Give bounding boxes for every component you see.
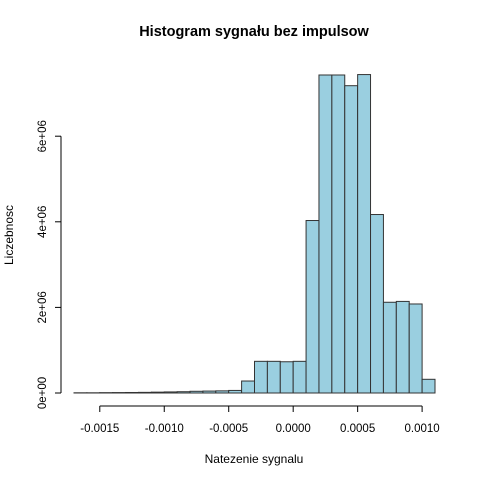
- y-tick-label: 2e+06: [37, 291, 49, 323]
- histogram-bar: [292, 360, 307, 394]
- histogram-bar: [241, 380, 256, 394]
- x-axis-label: Natezenie sygnalu: [205, 452, 304, 466]
- histogram-bar: [357, 74, 372, 394]
- histogram-bar: [408, 303, 423, 394]
- histogram-bar: [421, 378, 436, 394]
- y-axis: 0e+00 2e+06 4e+06 6e+06: [37, 120, 62, 409]
- y-axis-label: Liczebnosc: [2, 205, 16, 265]
- x-tick-label: 0.0005: [340, 423, 375, 435]
- histogram-bar: [344, 85, 359, 394]
- histogram-bar: [150, 391, 165, 394]
- histogram-bar: [228, 389, 243, 394]
- histogram-bar: [176, 391, 191, 394]
- x-tick-label: 0.0000: [276, 423, 311, 435]
- x-tick-label: -0.0010: [145, 423, 184, 435]
- chart-title: Histogram sygnału bez impulsow: [139, 24, 369, 40]
- histogram-bar: [279, 361, 294, 394]
- histogram-bar: [215, 390, 230, 394]
- histogram-bar: [137, 391, 152, 394]
- histogram-bar: [382, 301, 397, 394]
- x-tick-label: -0.0015: [80, 423, 119, 435]
- y-tick-label: 4e+06: [37, 206, 49, 238]
- histogram-bar: [305, 220, 320, 394]
- histogram-bar: [163, 391, 178, 394]
- histogram-bar: [370, 214, 384, 394]
- x-tick-label: 0.0010: [405, 423, 440, 435]
- histogram-bar: [125, 391, 139, 394]
- x-tick-label: -0.0005: [209, 423, 248, 435]
- histogram-bar: [189, 390, 204, 394]
- histogram-bars: [73, 74, 436, 394]
- x-axis: -0.0015 -0.0010 -0.0005 0.0000 0.0005 0.0010: [80, 405, 440, 435]
- histogram-bar: [331, 74, 346, 394]
- histogram-bar: [395, 300, 410, 394]
- histogram-bar: [318, 74, 333, 394]
- histogram-bar: [266, 360, 281, 394]
- y-tick-label: 0e+00: [37, 377, 49, 409]
- y-tick-label: 6e+06: [37, 120, 49, 152]
- histogram-bar: [202, 390, 217, 394]
- histogram-bar: [254, 360, 268, 394]
